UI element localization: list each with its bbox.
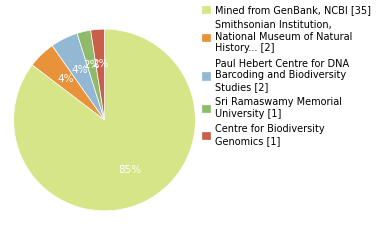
Wedge shape <box>32 46 104 120</box>
Text: 2%: 2% <box>92 59 108 69</box>
Wedge shape <box>14 29 195 211</box>
Legend: Mined from GenBank, NCBI [35], Smithsonian Institution,
National Museum of Natur: Mined from GenBank, NCBI [35], Smithsoni… <box>203 5 371 146</box>
Text: 4%: 4% <box>57 74 74 84</box>
Wedge shape <box>52 33 104 120</box>
Wedge shape <box>90 29 105 120</box>
Text: 4%: 4% <box>71 65 88 74</box>
Wedge shape <box>77 30 104 120</box>
Text: 2%: 2% <box>84 60 100 70</box>
Text: 85%: 85% <box>118 166 141 175</box>
